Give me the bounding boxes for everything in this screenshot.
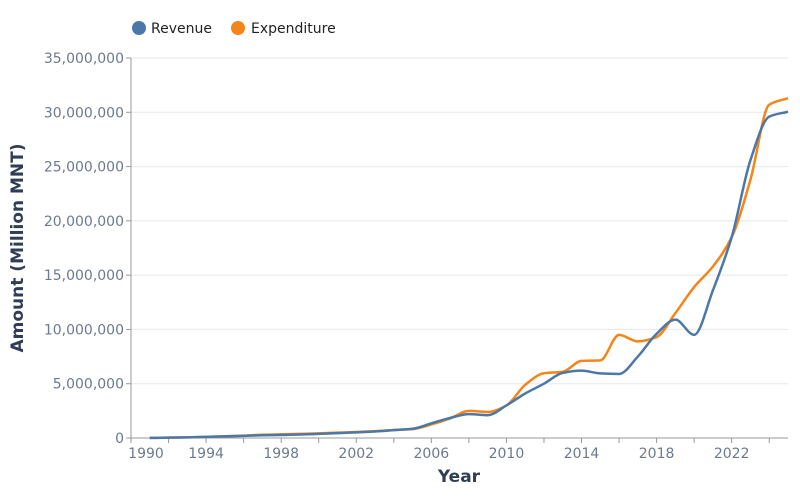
x-tick-label: 2006 bbox=[414, 446, 450, 462]
y-tick-label: 20,000,000 bbox=[44, 214, 124, 230]
legend-item-revenue[interactable]: Revenue bbox=[132, 21, 212, 37]
x-tick-label: 1990 bbox=[128, 446, 164, 462]
x-tick-label: 2022 bbox=[714, 446, 750, 462]
legend-swatch-revenue bbox=[132, 21, 146, 35]
legend-label-revenue: Revenue bbox=[151, 21, 212, 37]
x-tick-label: 1998 bbox=[263, 446, 299, 462]
y-tick-label: 35,000,000 bbox=[44, 51, 124, 67]
x-tick-label: 2010 bbox=[489, 446, 525, 462]
series-line-expenditure bbox=[149, 96, 789, 440]
x-tick-label: 2014 bbox=[564, 446, 600, 462]
y-axis-title: Amount (Million MNT) bbox=[8, 143, 28, 352]
x-tick-label: 1994 bbox=[188, 446, 224, 462]
y-tick-label: 10,000,000 bbox=[44, 322, 124, 338]
y-tick-label: 0 bbox=[115, 431, 124, 447]
y-tick-label: 15,000,000 bbox=[44, 268, 124, 284]
y-tick-label: 5,000,000 bbox=[53, 377, 124, 393]
legend-label-expenditure: Expenditure bbox=[251, 21, 336, 37]
legend-item-expenditure[interactable]: Expenditure bbox=[231, 21, 336, 37]
x-tick-label: 2002 bbox=[338, 446, 374, 462]
series-line-revenue bbox=[149, 110, 789, 440]
x-axis-title: Year bbox=[437, 467, 481, 487]
legend: Revenue Expenditure bbox=[132, 21, 336, 37]
legend-swatch-expenditure bbox=[231, 21, 245, 35]
y-tick-label: 25,000,000 bbox=[44, 160, 124, 176]
x-tick-label: 2018 bbox=[639, 446, 675, 462]
y-tick-label: 30,000,000 bbox=[44, 105, 124, 121]
